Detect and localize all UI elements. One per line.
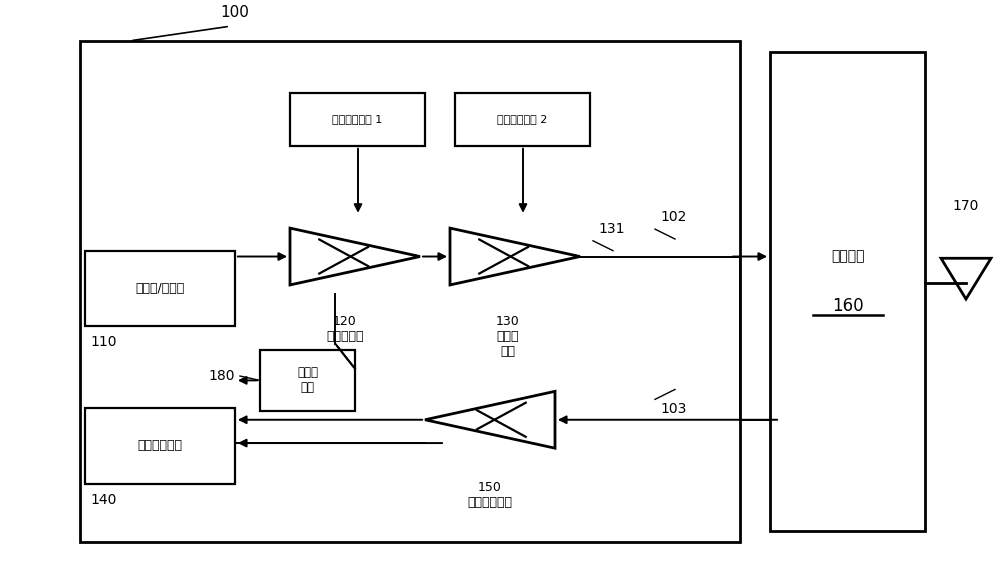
Bar <box>260 350 355 411</box>
Text: 160: 160 <box>832 297 864 315</box>
Bar <box>80 41 740 542</box>
Text: 低压降调节器 1: 低压降调节器 1 <box>332 114 383 125</box>
Bar <box>770 52 925 531</box>
Text: 131: 131 <box>598 222 624 236</box>
Text: 低压降调节器 2: 低压降调节器 2 <box>497 114 548 125</box>
Text: 103: 103 <box>660 402 686 416</box>
Text: 100: 100 <box>221 5 249 20</box>
Bar <box>455 93 590 146</box>
Bar <box>85 251 235 326</box>
Bar <box>85 408 235 484</box>
Text: 180: 180 <box>208 369 235 383</box>
Text: 170: 170 <box>953 199 979 213</box>
Bar <box>290 93 425 146</box>
Text: 150
低噪声放大器: 150 低噪声放大器 <box>468 481 512 509</box>
Text: 内建自
测试: 内建自 测试 <box>297 366 318 395</box>
Text: 合成器/混频器: 合成器/混频器 <box>135 282 185 295</box>
Text: 130
功率放
大器: 130 功率放 大器 <box>496 315 520 358</box>
Text: 匹配网络: 匹配网络 <box>831 250 865 264</box>
Text: 120
前置放大器: 120 前置放大器 <box>326 315 364 343</box>
Text: 140: 140 <box>90 493 116 507</box>
Text: 102: 102 <box>660 210 686 224</box>
Text: 110: 110 <box>90 335 116 349</box>
Text: 接收器混频器: 接收器混频器 <box>138 440 182 452</box>
